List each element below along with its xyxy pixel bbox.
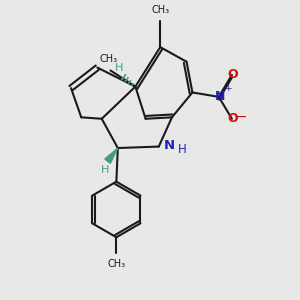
Text: −: − [236, 110, 247, 124]
Text: H: H [101, 165, 110, 175]
Text: CH₃: CH₃ [100, 54, 118, 64]
Text: N: N [164, 140, 175, 152]
Text: CH₃: CH₃ [151, 5, 169, 15]
Text: O: O [227, 112, 238, 125]
Text: O: O [227, 68, 238, 81]
Polygon shape [105, 148, 118, 164]
Text: H: H [178, 143, 187, 156]
Text: CH₃: CH₃ [107, 259, 125, 269]
Text: +: + [224, 84, 231, 93]
Text: N: N [214, 90, 225, 103]
Text: H: H [115, 63, 124, 73]
